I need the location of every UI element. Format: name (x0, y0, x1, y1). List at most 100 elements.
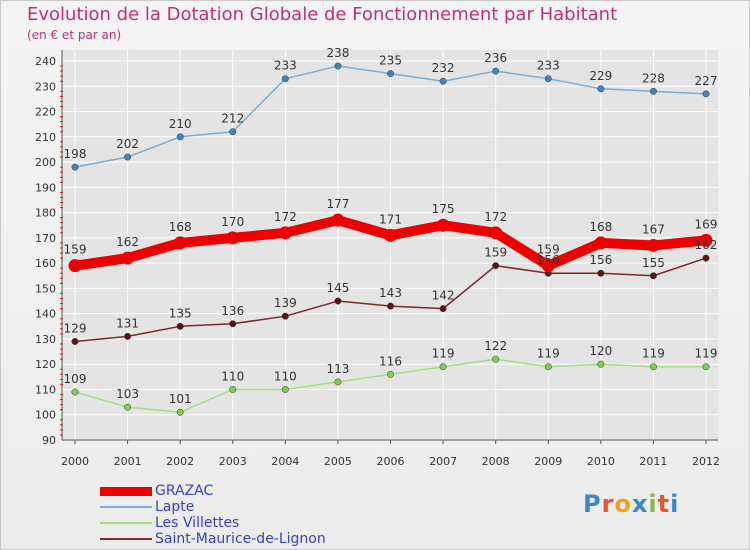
x-tick-label: 2007 (429, 455, 457, 468)
data-label-saint-maurice-de-lignon: 131 (116, 316, 139, 330)
data-point-saint-maurice-de-lignon (124, 332, 132, 340)
data-point-grazac (173, 236, 187, 250)
x-tick-label: 2001 (114, 455, 142, 468)
x-tick-label: 2008 (482, 455, 510, 468)
data-point-saint-maurice-de-lignon (176, 322, 184, 330)
data-label-lapte: 228 (642, 71, 665, 85)
data-label-saint-maurice-de-lignon: 159 (484, 246, 507, 260)
data-label-lapte: 233 (274, 59, 297, 73)
data-label-lapte: 238 (326, 46, 349, 60)
data-point-saint-maurice-de-lignon (702, 254, 710, 262)
data-point-lapte (334, 62, 342, 70)
data-label-lapte: 202 (116, 137, 139, 151)
data-point-les-villettes (544, 363, 552, 371)
x-tick-label: 2012 (692, 455, 720, 468)
data-label-saint-maurice-de-lignon: 135 (169, 306, 192, 320)
data-label-saint-maurice-de-lignon: 142 (432, 289, 455, 303)
data-point-saint-maurice-de-lignon (281, 312, 289, 320)
data-label-grazac: 167 (642, 222, 665, 236)
y-tick-label: 190 (35, 181, 56, 194)
data-point-grazac (121, 251, 135, 265)
legend-label: Les Villettes (155, 515, 240, 531)
data-point-grazac (68, 259, 82, 273)
data-label-lapte: 236 (484, 51, 507, 65)
data-point-lapte (124, 153, 132, 161)
data-label-grazac: 175 (432, 202, 455, 216)
data-point-lapte (71, 163, 79, 171)
data-point-les-villettes (702, 363, 710, 371)
data-point-saint-maurice-de-lignon (492, 262, 500, 270)
data-label-grazac: 168 (169, 220, 192, 234)
data-point-lapte (702, 90, 710, 98)
x-tick-label: 2002 (166, 455, 194, 468)
data-label-lapte: 227 (695, 74, 718, 88)
x-tick-label: 2006 (377, 455, 405, 468)
data-label-grazac: 171 (379, 212, 402, 226)
data-point-les-villettes (176, 408, 184, 416)
data-point-grazac (384, 228, 397, 242)
data-point-les-villettes (649, 363, 657, 371)
data-label-lapte: 212 (221, 112, 244, 126)
y-tick-label: 220 (35, 106, 56, 119)
y-tick-label: 210 (35, 131, 56, 144)
data-label-les-villettes: 119 (537, 347, 560, 361)
y-tick-label: 150 (35, 282, 56, 295)
data-label-les-villettes: 101 (169, 392, 192, 406)
data-label-grazac: 162 (116, 235, 139, 249)
data-label-lapte: 198 (64, 147, 87, 161)
legend-label: Saint-Maurice-de-Lignon (155, 531, 326, 547)
y-tick-label: 120 (35, 358, 56, 371)
y-tick-label: 240 (35, 55, 56, 68)
data-label-lapte: 233 (537, 59, 560, 73)
x-tick-label: 2009 (534, 455, 562, 468)
data-point-saint-maurice-de-lignon (71, 338, 79, 345)
data-point-lapte (176, 133, 184, 141)
data-point-saint-maurice-de-lignon (387, 302, 394, 310)
data-point-lapte (387, 70, 394, 78)
data-point-saint-maurice-de-lignon (597, 269, 605, 277)
data-label-les-villettes: 103 (116, 387, 139, 401)
data-label-grazac: 159 (537, 243, 560, 257)
legend-swatch (100, 522, 152, 524)
data-label-lapte: 232 (432, 61, 455, 75)
data-point-lapte (229, 128, 237, 136)
data-label-les-villettes: 122 (484, 339, 507, 353)
y-tick-label: 90 (42, 434, 56, 447)
data-label-grazac: 177 (326, 197, 349, 211)
data-point-lapte (544, 75, 552, 83)
data-label-les-villettes: 119 (642, 347, 665, 361)
data-label-grazac: 172 (274, 210, 297, 224)
data-point-grazac (489, 226, 503, 240)
data-point-grazac (278, 226, 292, 240)
y-tick-label: 160 (35, 257, 56, 270)
data-point-les-villettes (229, 386, 237, 393)
data-point-lapte (439, 77, 447, 85)
data-point-les-villettes (439, 363, 447, 371)
data-label-les-villettes: 113 (326, 362, 349, 376)
data-label-saint-maurice-de-lignon: 155 (642, 256, 665, 270)
line-chart: 90 100 110 120 130 140 150 160 170 180 190 200 210 22… (35, 46, 720, 468)
y-tick-label: 180 (35, 207, 56, 220)
chart-title: Evolution de la Dotation Globale de Fonc… (27, 4, 618, 25)
proxiti-logo: Proxiti (583, 490, 680, 518)
legend-swatch (100, 506, 152, 508)
x-tick-label: 2010 (587, 455, 615, 468)
y-tick-label: 130 (35, 333, 56, 346)
data-point-grazac (699, 233, 713, 247)
data-label-les-villettes: 119 (432, 347, 455, 361)
legend-label: Lapte (155, 499, 195, 515)
data-label-les-villettes: 110 (274, 369, 297, 383)
data-label-les-villettes: 116 (379, 354, 402, 368)
data-point-les-villettes (597, 360, 605, 368)
data-label-lapte: 229 (589, 69, 612, 83)
data-point-grazac (436, 218, 450, 232)
data-point-les-villettes (71, 388, 79, 396)
data-point-saint-maurice-de-lignon (229, 320, 237, 328)
data-label-les-villettes: 109 (64, 372, 87, 386)
data-label-saint-maurice-de-lignon: 136 (221, 304, 244, 318)
data-point-saint-maurice-de-lignon (649, 272, 657, 280)
data-point-les-villettes (387, 370, 394, 378)
data-label-grazac: 168 (589, 220, 612, 234)
x-tick-label: 2003 (219, 455, 247, 468)
data-label-grazac: 159 (64, 243, 87, 257)
